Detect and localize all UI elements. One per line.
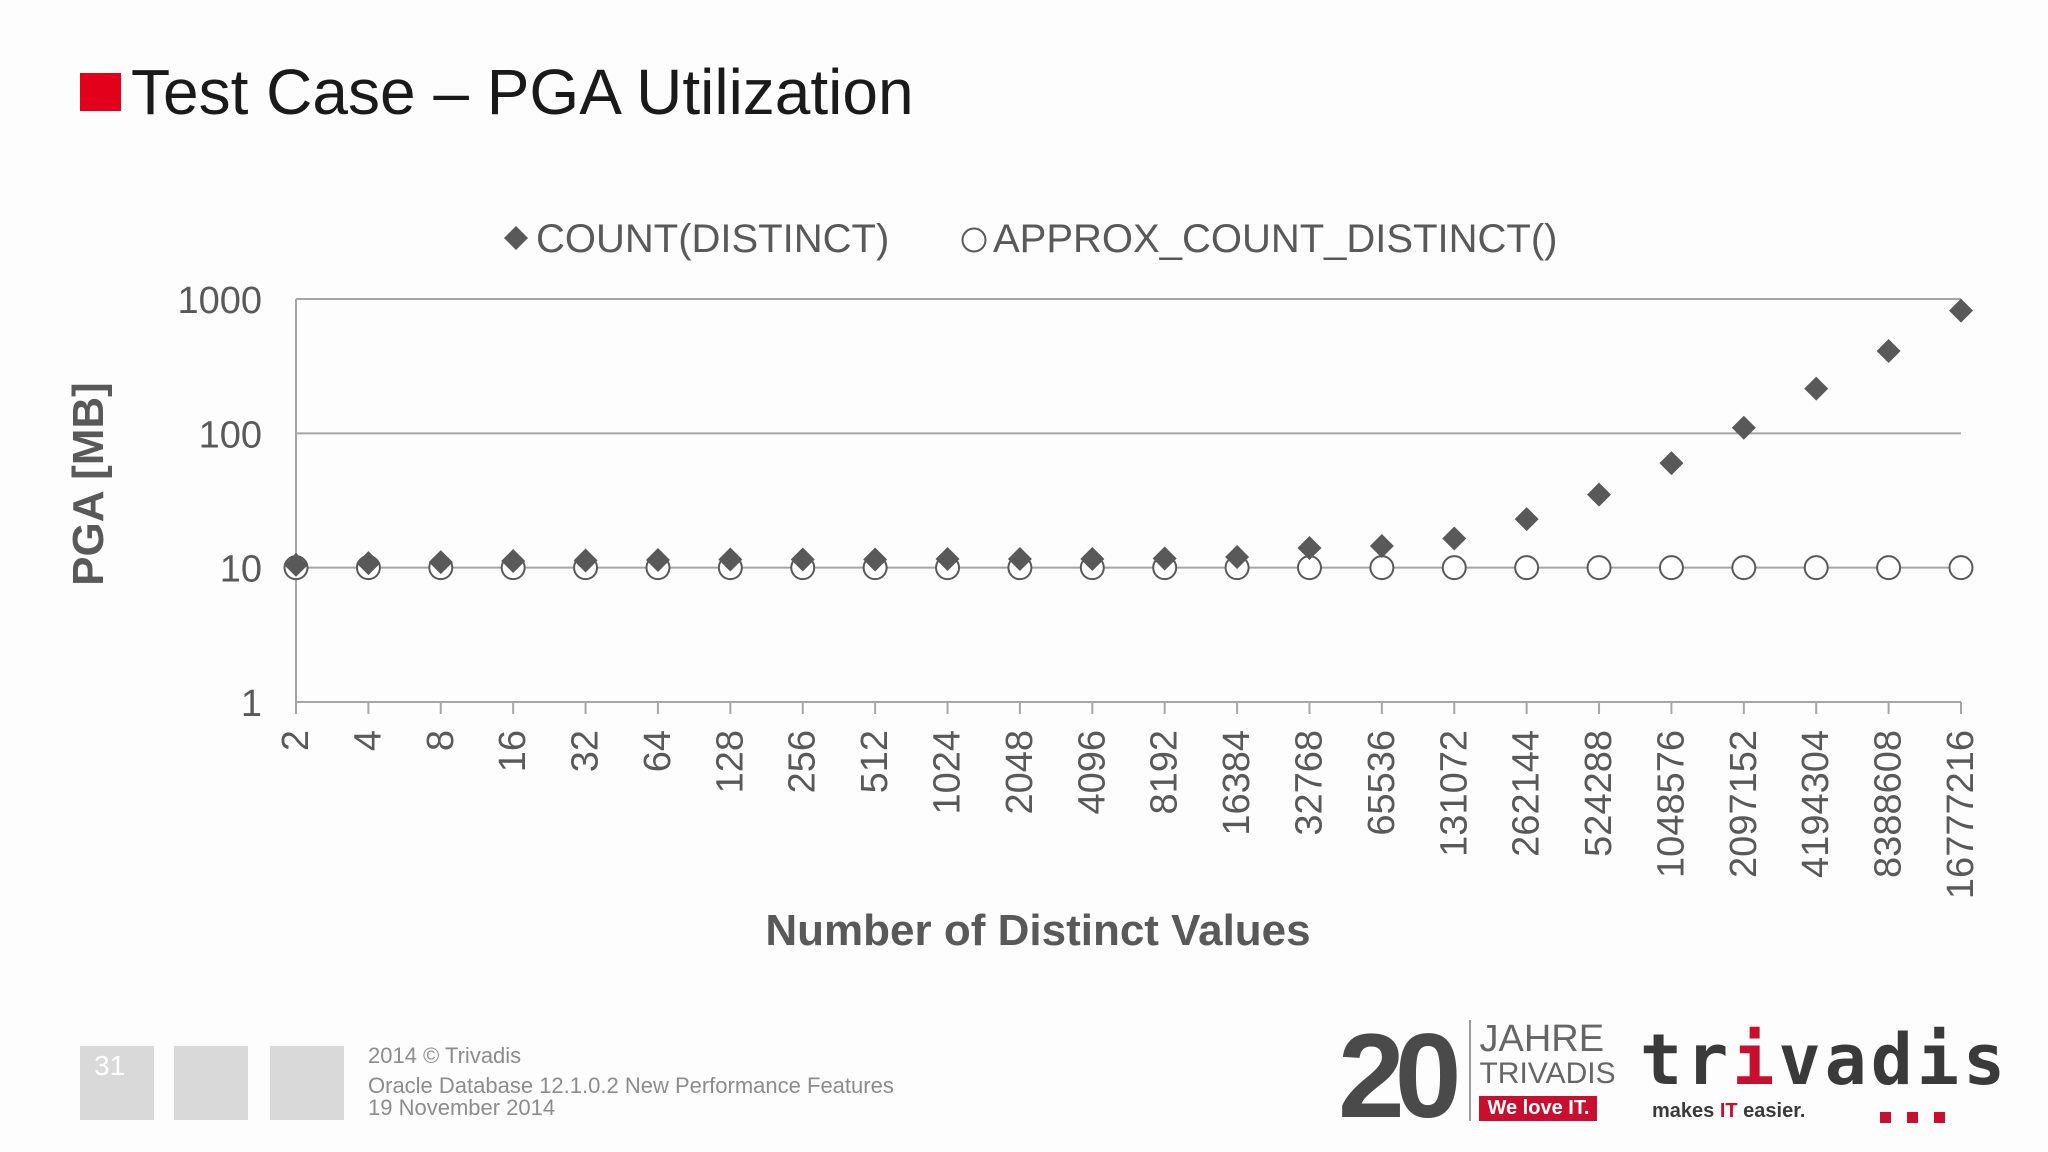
legend-label-approx-count: APPROX_COUNT_DISTINCT() [993,217,1558,261]
approx-count-point [1731,555,1757,581]
approx-count-point [1441,555,1467,581]
count-distinct-point [284,552,308,577]
x-tick-label: 131072 [1433,730,1475,857]
count-distinct-point [356,551,381,576]
count-distinct-point [1369,533,1394,558]
x-tick-label: 8388608 [1868,730,1910,878]
x-tick-label: 1048576 [1650,730,1692,878]
slide-title-text: Test Case – PGA Utilization [131,56,914,128]
count-distinct-point [1876,339,1901,364]
approx-count-point [1803,555,1829,581]
count-distinct-point [1804,376,1829,401]
x-tick-label: 65536 [1361,730,1403,836]
footer-box-page [80,1046,154,1120]
slide-title: Test Case – PGA Utilization [80,52,914,132]
footer-box-3 [270,1046,344,1120]
tagline-part1: makes [1652,1100,1720,1122]
count-distinct-point [863,547,888,572]
anniversary-jahre: JAHRE [1479,1018,1605,1060]
approx-count-point [1514,555,1540,581]
x-tick-label: 4194304 [1795,730,1837,878]
x-tick-label: 16777216 [1940,730,1982,899]
count-distinct-point [935,547,960,572]
approx-count-point [1658,555,1684,581]
brand-name-accent: i [1732,1019,1779,1101]
pga-chart: 1 10 100 1000 2 4 8 16 32 64 128 256 512 1024 2048 4096… [64,217,1982,955]
x-tick-label: 256 [782,730,824,793]
brand-wordmark: trivadis [1640,1019,2005,1101]
count-distinct-point [790,547,815,572]
x-tick-label: 16384 [1216,730,1258,836]
page-number: 31 [94,1050,126,1081]
count-distinct-point [718,547,743,572]
count-distinct-point [573,548,598,573]
anniversary-logo: 20 JAHRE TRIVADIS We love IT. [1338,1009,1616,1143]
y-tick-label: 1000 [177,280,262,322]
x-tick-label: 8192 [1144,730,1186,815]
footer-date: 19 November 2014 [368,1095,556,1120]
y-tick-label: 100 [199,414,262,456]
count-distinct-point [428,550,453,575]
count-distinct-point [1731,415,1756,440]
y-tick-label: 1 [241,683,262,725]
footer-copyright: 2014 © Trivadis [368,1043,522,1068]
brand-tagline: makes IT easier. [1652,1100,1980,1123]
x-tick-label: 512 [854,730,896,793]
tagline-accent: IT [1719,1100,1738,1122]
legend-marker-approx-count [961,227,987,253]
x-axis-title: Number of Distinct Values [765,906,1310,955]
x-tick-label: 2 [275,730,317,751]
legend-label-count-distinct: COUNT(DISTINCT) [536,217,889,261]
x-tick-label: 32 [565,730,607,772]
x-tick-label: 4 [347,730,389,751]
approx-count-point [1948,555,1974,581]
anniversary-trivadis: TRIVADIS [1479,1057,1616,1090]
footer-talk-title: Oracle Database 12.1.0.2 New Performance… [368,1073,894,1098]
x-tick-label: 4096 [1071,730,1113,815]
count-distinct-point [1152,546,1177,571]
count-distinct-point [1297,536,1322,561]
x-tick-label: 128 [709,730,751,793]
tagline-part2: easier. [1737,1100,1806,1122]
trivadis-logo: trivadis makes IT easier. [1640,1019,2005,1123]
count-distinct-point [1949,298,1973,323]
count-distinct-point [1007,547,1032,572]
brand-dots [1880,1110,1961,1128]
x-tick-label: 262144 [1506,730,1548,857]
count-distinct-point [1442,526,1467,551]
count-distinct-point [501,549,526,574]
y-axis-title: PGA [MB] [64,382,113,586]
footer-box-2 [174,1046,248,1120]
brand-name-part2: vadis [1778,1019,2010,1101]
x-tick-label: 32768 [1288,730,1330,836]
x-tick-label: 1024 [927,730,969,815]
x-tick-label: 2097152 [1723,730,1765,878]
title-accent-square [80,73,121,111]
count-distinct-point [1587,482,1612,507]
anniversary-slogan: We love IT. [1479,1096,1598,1121]
approx-count-point [1369,555,1395,581]
anniversary-text-block: JAHRE TRIVADIS We love IT. [1469,1018,1616,1121]
approx-count-point [1586,555,1612,581]
count-distinct-point [1080,547,1105,572]
anniversary-number: 20 [1338,1009,1462,1143]
count-distinct-point [1225,545,1250,570]
approx-count-point [1876,555,1902,581]
x-tick-label: 2048 [999,730,1041,815]
y-tick-label: 10 [220,549,262,591]
count-distinct-point [1514,507,1539,532]
x-tick-label: 524288 [1578,730,1620,857]
count-distinct-point [645,548,670,573]
brand-name-part1: tr [1640,1019,1733,1101]
legend-marker-count-distinct [504,226,528,250]
x-tick-label: 16 [492,730,534,772]
x-tick-label: 8 [420,730,462,751]
count-distinct-point [1659,451,1684,476]
x-tick-label: 64 [637,730,679,772]
